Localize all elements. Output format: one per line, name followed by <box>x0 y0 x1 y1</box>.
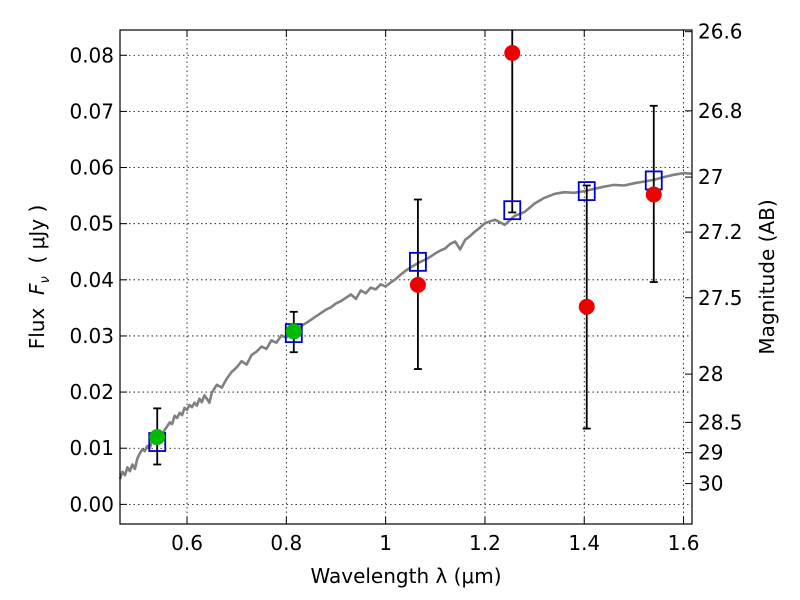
x-tick-label: 1.6 <box>668 531 700 555</box>
x-tick-label: 0.8 <box>270 531 302 555</box>
y-tick-label: 0.00 <box>69 492 114 516</box>
observed-point-marker <box>149 428 166 445</box>
observed-point-marker <box>578 298 595 315</box>
y2-tick-label: 26.6 <box>698 20 743 44</box>
plot-frame <box>119 29 693 525</box>
y-tick-label: 0.01 <box>69 436 114 460</box>
y2-tick-label: 27 <box>698 165 723 189</box>
y-axis-label: Flux Fν ( μJy ) <box>25 205 53 350</box>
y2-tick-label: 30 <box>698 472 723 496</box>
x-axis-label: Wavelength λ (μm) <box>310 564 501 588</box>
y-tick-label: 0.06 <box>69 156 114 180</box>
grid <box>120 30 692 524</box>
model-square-marker <box>503 200 522 221</box>
x-tick-label: 0.6 <box>171 531 203 555</box>
spectrum-line <box>118 171 693 480</box>
y-tick-label: 0.04 <box>69 268 114 292</box>
y2-tick-label: 26.8 <box>698 99 743 123</box>
y-tick-label: 0.05 <box>69 212 114 236</box>
data-markers <box>148 45 663 452</box>
y2-tick-label: 29 <box>698 441 723 465</box>
y2-tick-label: 28 <box>698 362 723 386</box>
model-square-marker <box>577 181 596 202</box>
y-tick-label: 0.03 <box>69 324 114 348</box>
spectrum-series <box>118 171 693 480</box>
error-bars <box>153 30 658 466</box>
x-tick-label: 1 <box>379 531 392 555</box>
y-axis-magnitude: 26.6 26.8 27 27.2 27.5 28 28.5 29 30 <box>685 20 743 496</box>
model-square-marker <box>409 251 427 272</box>
y-tick-label: 0.07 <box>69 99 114 123</box>
x-tick-label: 1.2 <box>469 531 501 555</box>
y2-tick-label: 28.5 <box>698 410 743 434</box>
y2-axis-label: Magnitude (AB) <box>755 199 779 354</box>
y2-tick-label: 27.2 <box>698 220 743 244</box>
y2-tick-label: 27.5 <box>698 286 743 310</box>
y-tick-label: 0.08 <box>69 43 114 67</box>
observed-point-marker <box>285 323 302 340</box>
observed-point-marker <box>409 276 426 293</box>
y-axis-flux: 0.00 0.01 0.02 0.03 0.04 0.05 0.06 0.07 0.08 <box>69 43 127 516</box>
y-tick-label: 0.02 <box>69 380 114 404</box>
x-axis: 0.6 0.8 1 1.2 1.4 1.6 <box>171 30 699 555</box>
observed-point-marker <box>504 45 521 62</box>
observed-point-marker <box>645 186 662 203</box>
x-tick-label: 1.4 <box>568 531 600 555</box>
